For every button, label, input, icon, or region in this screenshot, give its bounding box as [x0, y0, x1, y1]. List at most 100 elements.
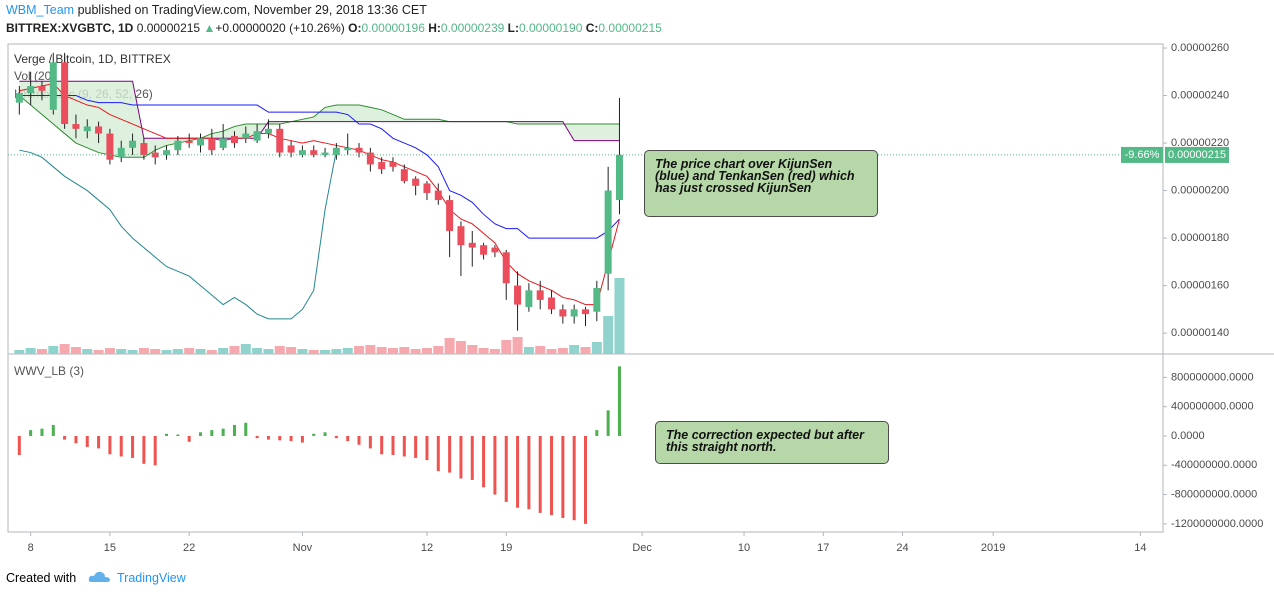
volume-bar — [161, 350, 172, 354]
volume-bar — [580, 347, 591, 354]
candle-body — [389, 162, 397, 167]
volume-bar — [410, 349, 421, 354]
volume-bar — [104, 348, 115, 354]
volume-bar — [331, 349, 342, 354]
volume-bar — [308, 350, 319, 354]
volume-bar — [591, 342, 602, 354]
x-tick-label: 17 — [817, 542, 829, 554]
candle-body — [208, 138, 216, 151]
candle-body — [27, 86, 35, 94]
chart-title: Verge / Bitcoin, 1D, BITTREX — [14, 52, 171, 66]
wwv-bar — [527, 435, 531, 510]
volume-bar — [376, 347, 387, 354]
volume-bar — [535, 346, 546, 354]
symbol-line: BITTREX:XVGBTC, 1D 0.00000215 ▲+0.000000… — [6, 21, 662, 35]
candle-body — [83, 126, 91, 132]
volume-bar — [421, 348, 432, 354]
y-tick-label: 0.00000140 — [1171, 327, 1229, 339]
volume-bar — [512, 337, 523, 354]
wwv-bar — [199, 432, 202, 436]
wwv-bar — [572, 435, 576, 521]
wwv-bar — [482, 435, 486, 488]
logo — [88, 571, 110, 582]
wwv-bar — [561, 435, 565, 519]
wwv-bar — [108, 435, 112, 455]
ohlc-value: 0.00000196 — [361, 21, 425, 35]
volume-bar — [569, 345, 580, 354]
candle-body — [344, 147, 352, 151]
wwv-bar — [516, 435, 520, 508]
wwv-bar — [17, 435, 21, 456]
volume-bar — [70, 347, 81, 354]
wwv-bar — [606, 410, 610, 436]
publisher[interactable]: WBM_Team — [6, 3, 75, 17]
volume-bar — [388, 348, 398, 354]
plot-frame — [7, 43, 1164, 533]
wwv-bar — [187, 435, 191, 442]
candle-body — [264, 128, 272, 134]
candle-body — [163, 150, 171, 155]
y-tick-label: 0.00000220 — [1171, 137, 1229, 149]
volume-bar — [297, 349, 308, 354]
candle-body — [536, 290, 544, 300]
wwv-bar — [142, 435, 146, 464]
last-price-badge — [1165, 146, 1229, 163]
candle-body — [400, 169, 408, 182]
candle-body — [491, 247, 499, 253]
up-arrow: ▲ — [203, 21, 216, 35]
volume-bar — [184, 348, 195, 354]
brand[interactable]: TradingView — [117, 571, 186, 585]
wwv-bar — [312, 433, 316, 436]
volume-bar — [557, 348, 568, 354]
volume-bar — [59, 344, 70, 354]
volume-bar — [467, 345, 478, 354]
volume-bar — [36, 349, 47, 354]
volume-bar — [286, 347, 297, 354]
candle-body — [570, 309, 578, 317]
ohlc-value: 0.00000215 — [598, 21, 662, 35]
candle-body — [310, 150, 318, 155]
volume-bar — [489, 349, 500, 354]
wwv-bar — [266, 435, 270, 440]
candle-body — [502, 252, 510, 284]
last-price: 0.00000215 — [1168, 149, 1226, 161]
wwv-bar — [380, 435, 384, 455]
wwv-bar — [617, 366, 621, 436]
volume-bar — [218, 348, 229, 354]
candle-body — [593, 287, 601, 312]
indicator-line — [19, 83, 620, 306]
price-change: -9.66% — [1125, 149, 1160, 161]
volume-bar — [116, 349, 127, 354]
y-tick-label: 0.00000180 — [1171, 232, 1229, 244]
wwv-bar — [40, 428, 44, 436]
volume-bar — [206, 350, 217, 354]
x-tick-label: 14 — [1134, 542, 1146, 554]
volume-bar — [433, 346, 444, 354]
x-tick-label: 19 — [500, 542, 512, 554]
candle-body — [38, 86, 46, 91]
volume-bar — [229, 346, 240, 354]
volume-bar — [365, 345, 376, 354]
wwv-bar — [131, 435, 135, 458]
volume-bar — [195, 349, 206, 354]
y-tick-label: 0.00000260 — [1171, 42, 1229, 54]
volume-bar — [342, 348, 353, 354]
wwv-bar — [334, 435, 338, 439]
candle-body — [582, 309, 589, 315]
y-tick-label: 400000000.0000 — [1171, 401, 1254, 413]
wwv-bar — [550, 435, 554, 516]
wwv-bar — [255, 435, 259, 439]
last: 0.00000215 — [136, 21, 201, 35]
wwv-bar — [119, 435, 123, 457]
wwv-bar — [368, 435, 372, 449]
wwv-bar — [97, 435, 101, 449]
volume-bar — [93, 350, 104, 354]
wwv-bar — [29, 430, 33, 436]
candle-body — [117, 147, 125, 158]
wwv-bar — [176, 434, 180, 436]
wwv-bar — [346, 435, 350, 442]
candle-body — [276, 128, 284, 153]
volume-bar — [274, 346, 285, 354]
volume-bar — [455, 341, 466, 354]
